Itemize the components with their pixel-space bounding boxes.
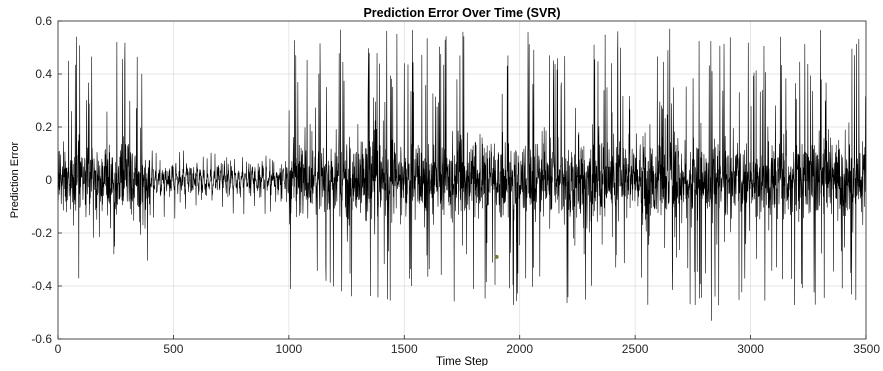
y-tick-label: -0.2: [31, 226, 52, 240]
annotation-layer: [494, 254, 499, 259]
x-tick-label: 3500: [853, 342, 880, 356]
y-tick-label: 0.6: [35, 14, 52, 28]
y-tick-label: 0.2: [35, 120, 52, 134]
annotation-marker: [494, 254, 499, 259]
x-tick-label: 1000: [276, 342, 303, 356]
y-tick-label: 0: [45, 173, 52, 187]
y-tick-label: -0.6: [31, 332, 52, 346]
y-tick-label: -0.4: [31, 279, 52, 293]
tick-layer: 0 500 1000 1500 2000 2500 3000 3500 -0.6 -0.4 -0.2…: [31, 14, 880, 356]
series-line: [57, 28, 867, 321]
x-tick-label: 2500: [622, 342, 649, 356]
x-tick-label: 3000: [737, 342, 764, 356]
series-layer: [57, 28, 867, 321]
y-axis-label: Prediction Error: [9, 141, 21, 218]
x-tick-label: 1500: [391, 342, 418, 356]
x-tick-label: 500: [163, 342, 183, 356]
x-tick-label: 0: [55, 342, 62, 356]
y-tick-label: 0.4: [35, 67, 52, 81]
x-axis-label: Time Step: [436, 356, 488, 366]
x-tick-label: 2000: [506, 342, 533, 356]
chart-title: Prediction Error Over Time (SVR): [363, 6, 560, 20]
